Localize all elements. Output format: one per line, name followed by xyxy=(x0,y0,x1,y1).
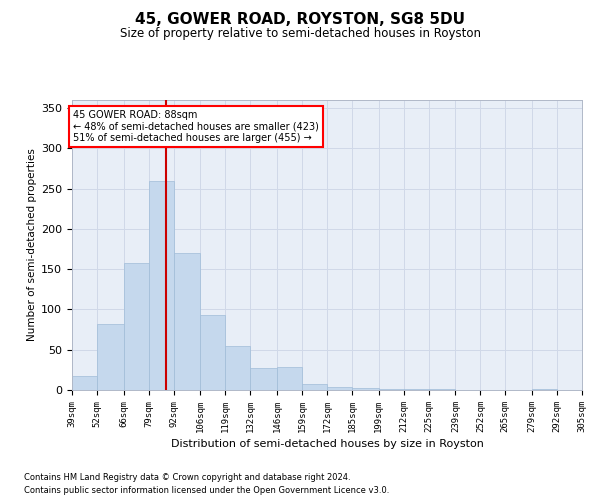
Bar xyxy=(379,389,404,390)
Bar xyxy=(226,346,250,390)
Text: 45 GOWER ROAD: 88sqm
← 48% of semi-detached houses are smaller (423)
51% of semi: 45 GOWER ROAD: 88sqm ← 48% of semi-detac… xyxy=(73,110,319,143)
X-axis label: Distribution of semi-detached houses by size in Royston: Distribution of semi-detached houses by … xyxy=(170,439,484,449)
Bar xyxy=(352,388,379,390)
Bar xyxy=(250,368,277,390)
Text: 45, GOWER ROAD, ROYSTON, SG8 5DU: 45, GOWER ROAD, ROYSTON, SG8 5DU xyxy=(135,12,465,28)
Bar xyxy=(277,368,302,390)
Bar xyxy=(327,387,352,390)
Bar xyxy=(532,389,557,390)
Bar xyxy=(72,376,97,390)
Bar xyxy=(173,253,200,390)
Bar xyxy=(302,384,327,390)
Text: Size of property relative to semi-detached houses in Royston: Size of property relative to semi-detach… xyxy=(119,28,481,40)
Bar xyxy=(124,262,149,390)
Bar xyxy=(97,324,124,390)
Text: Contains public sector information licensed under the Open Government Licence v3: Contains public sector information licen… xyxy=(24,486,389,495)
Bar xyxy=(404,389,428,390)
Bar xyxy=(149,180,173,390)
Y-axis label: Number of semi-detached properties: Number of semi-detached properties xyxy=(27,148,37,342)
Text: Contains HM Land Registry data © Crown copyright and database right 2024.: Contains HM Land Registry data © Crown c… xyxy=(24,474,350,482)
Bar xyxy=(200,315,226,390)
Bar xyxy=(428,389,455,390)
